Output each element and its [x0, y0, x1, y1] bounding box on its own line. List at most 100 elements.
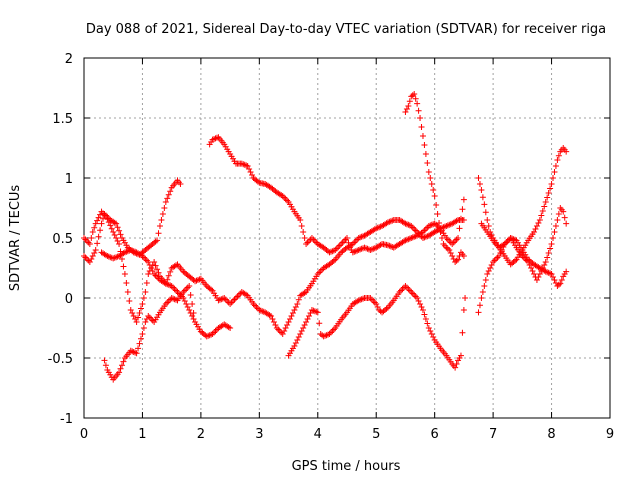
data-point: [487, 265, 494, 271]
data-point: [101, 357, 108, 364]
data-point: [427, 175, 434, 181]
data-point: [129, 310, 136, 316]
data-point: [434, 211, 441, 217]
data-point: [209, 136, 216, 143]
data-point: [405, 286, 412, 292]
data-point: [484, 217, 491, 223]
data-point: [306, 313, 313, 319]
data-point: [120, 358, 127, 365]
data-point: [355, 297, 362, 304]
data-point: [196, 276, 203, 283]
data-point: [113, 235, 120, 241]
data-point: [446, 238, 453, 244]
data-point: [123, 248, 130, 255]
data-point: [289, 310, 296, 316]
data-point: [132, 349, 139, 356]
data-point: [411, 292, 418, 298]
data-point: [187, 292, 194, 298]
data-point: [389, 217, 396, 224]
data-point: [357, 234, 364, 241]
data-point: [447, 250, 454, 256]
data-point: [408, 235, 415, 241]
data-point: [187, 310, 194, 316]
data-point: [512, 257, 519, 264]
data-point: [151, 271, 158, 277]
data-point: [330, 326, 337, 333]
data-point: [403, 106, 410, 112]
data-point: [523, 257, 530, 264]
x-axis-label: GPS time / hours: [292, 459, 401, 474]
data-point: [560, 208, 567, 215]
data-point: [406, 98, 413, 105]
data-point: [403, 221, 410, 228]
data-point: [168, 295, 175, 301]
data-point: [310, 236, 317, 243]
data-point: [313, 308, 320, 315]
data-point: [456, 225, 463, 232]
data-point: [422, 226, 429, 232]
data-point: [536, 271, 543, 277]
data-point: [139, 301, 146, 307]
data-point: [409, 92, 416, 99]
data-point: [478, 295, 485, 301]
data-point: [282, 196, 289, 202]
data-point: [120, 263, 127, 270]
data-point: [152, 272, 159, 279]
data-point: [460, 196, 467, 203]
data-point: [149, 268, 156, 274]
data-point: [240, 161, 247, 168]
data-point: [542, 199, 549, 205]
data-point: [244, 163, 251, 169]
data-point: [533, 223, 540, 229]
data-point: [373, 301, 380, 307]
data-point: [243, 162, 250, 169]
data-point: [85, 257, 92, 264]
data-point: [402, 237, 409, 244]
data-point: [526, 262, 533, 268]
data-point: [91, 224, 98, 231]
data-point: [246, 166, 253, 172]
data-point: [215, 297, 222, 304]
data-point: [189, 313, 196, 319]
data-point: [121, 271, 128, 277]
data-point: [358, 245, 365, 252]
data-point: [303, 241, 310, 247]
data-point: [111, 219, 118, 226]
data-point: [211, 136, 218, 142]
data-point: [538, 212, 545, 219]
data-point: [545, 250, 552, 256]
data-point: [155, 269, 162, 276]
data-point: [177, 181, 184, 187]
data-point: [127, 247, 134, 253]
data-point: [481, 283, 488, 289]
x-tick-label: 0: [80, 427, 88, 442]
data-point: [482, 209, 489, 216]
data-point: [111, 254, 118, 261]
data-point: [308, 307, 315, 313]
data-point: [550, 274, 557, 280]
data-point: [140, 325, 147, 331]
data-point: [384, 242, 391, 249]
data-point: [288, 313, 295, 319]
data-point: [154, 237, 161, 244]
data-point: [230, 298, 237, 304]
data-point: [256, 307, 263, 313]
data-point: [344, 235, 350, 241]
data-point: [118, 362, 125, 369]
data-point: [414, 295, 421, 301]
data-point: [165, 191, 172, 198]
data-point: [159, 211, 166, 217]
data-point: [422, 316, 429, 322]
data-point: [414, 100, 421, 107]
data-point: [409, 290, 416, 297]
y-tick-label: 1: [65, 172, 73, 187]
data-point: [342, 236, 349, 243]
data-point: [219, 295, 226, 302]
data-point: [453, 217, 460, 224]
data-point: [367, 247, 374, 253]
data-point: [225, 324, 232, 331]
data-point: [126, 298, 133, 304]
data-point: [368, 296, 375, 303]
x-tick-label: 3: [255, 427, 263, 442]
data-point: [203, 333, 210, 340]
